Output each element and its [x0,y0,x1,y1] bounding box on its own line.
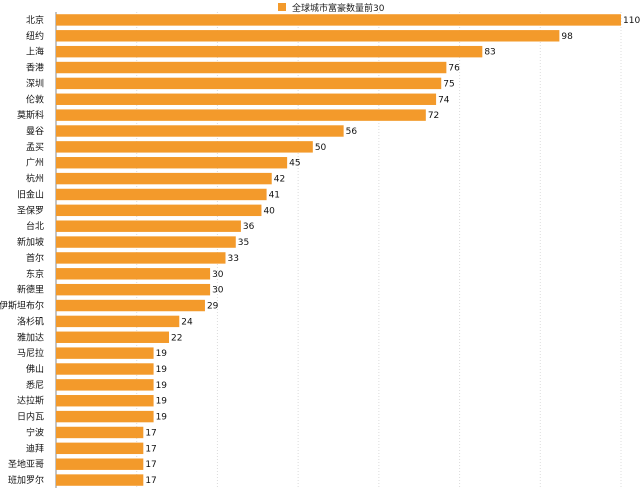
value-label: 41 [269,190,280,200]
bars [56,14,621,486]
bar [56,474,144,486]
value-label: 19 [156,413,168,423]
bar [56,45,483,58]
value-label: 110 [623,16,640,26]
category-label: 圣地亚哥 [8,458,44,470]
value-label: 45 [289,159,300,169]
value-label: 19 [156,365,168,375]
category-label: 佛山 [26,363,44,375]
value-label: 98 [561,32,573,42]
category-label: 广州 [26,157,44,169]
category-label: 台北 [26,220,44,232]
value-label: 30 [212,270,224,280]
chart-legend: 全球城市富豪数量前30 [278,1,385,14]
value-label: 42 [274,175,285,185]
bar [56,125,344,137]
value-label: 76 [448,64,460,74]
bar [56,363,154,375]
bar [56,331,169,343]
category-labels: 北京纽约上海香港深圳伦敦莫斯科曼谷孟买广州杭州旧金山圣保罗台北新加坡首尔东京新德… [0,14,44,486]
legend-label: 全球城市富豪数量前30 [292,3,385,14]
bar [56,157,288,169]
value-label: 35 [238,238,249,248]
bar [56,315,180,328]
category-label: 悉尼 [26,379,44,391]
category-label: 北京 [26,14,44,26]
category-label: 首尔 [26,252,44,264]
value-label: 17 [145,428,156,438]
category-label: 东京 [26,268,44,280]
category-label: 曼谷 [26,126,44,137]
value-label: 83 [484,48,495,58]
value-label: 75 [443,79,454,89]
grid-lines [55,12,622,488]
legend-swatch [278,3,286,11]
bar [56,395,154,407]
bar [56,379,154,391]
bar [56,426,144,439]
category-label: 莫斯科 [17,109,44,121]
value-label: 17 [145,444,156,454]
bar [56,299,205,312]
bar [56,14,621,26]
category-label: 新德里 [17,284,44,296]
value-label: 40 [263,206,275,216]
value-label: 30 [212,286,224,296]
category-label: 深圳 [26,78,44,89]
category-label: 伊斯坦布尔 [0,300,44,312]
bar [56,410,154,423]
value-label: 72 [428,111,439,121]
value-label: 19 [156,349,168,359]
category-label: 伦敦 [26,93,44,105]
bar [56,283,211,296]
value-label: 50 [315,143,327,153]
bar [56,30,560,42]
category-label: 新加坡 [17,236,44,248]
value-label: 56 [346,127,358,137]
bar [56,252,226,264]
category-label: 旧金山 [17,188,44,200]
bar [56,442,144,455]
bar [56,204,262,217]
bar [56,61,447,74]
category-label: 洛杉矶 [17,315,44,327]
bar [56,77,442,90]
value-label: 17 [145,476,156,486]
value-label: 36 [243,222,255,232]
category-label: 纽约 [26,30,44,42]
category-label: 日内瓦 [17,411,44,423]
category-label: 孟买 [26,142,44,153]
category-label: 迪拜 [26,442,44,454]
category-label: 班加罗尔 [8,474,44,486]
bar [56,347,154,359]
value-label: 17 [145,460,156,470]
value-label: 19 [156,381,168,391]
category-label: 上海 [26,46,44,58]
bar [56,172,272,185]
value-label: 19 [156,397,168,407]
category-label: 香港 [26,62,44,74]
bar [56,236,236,248]
value-labels: 110 98 83 76 75 74 72 56 50 45 42 41 40 36 35 33 30 30 29 2… [145,16,640,486]
bar [56,458,144,470]
bar [56,93,437,105]
value-label: 33 [228,254,239,264]
value-label: 74 [438,95,450,105]
category-label: 杭州 [26,173,44,185]
value-label: 24 [181,317,193,327]
bar [56,220,241,232]
category-label: 达拉斯 [17,395,44,407]
value-label: 29 [207,302,219,312]
value-label: 22 [171,333,182,343]
bar [56,268,211,280]
bar [56,141,313,153]
category-label: 宁波 [26,426,44,438]
bar [56,109,426,121]
category-label: 马尼拉 [17,347,44,359]
category-label: 雅加达 [17,331,44,343]
category-label: 圣保罗 [17,204,44,216]
bar [56,188,267,201]
